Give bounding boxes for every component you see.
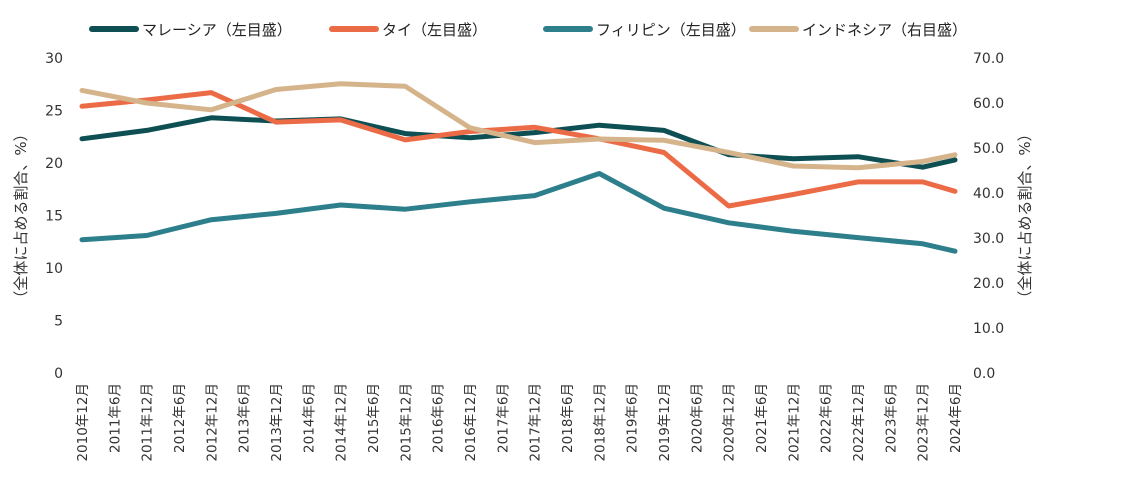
plot-area	[79, 81, 958, 254]
x-tick-label: 2015年12月	[398, 383, 414, 462]
series-line-3	[79, 81, 958, 171]
x-tick-label: 2011年12月	[140, 383, 156, 462]
left-tick-label: 15	[45, 209, 63, 225]
legend-item: インドネシア（右目盛）	[749, 21, 967, 39]
x-tick-label: 2017年12月	[528, 383, 544, 462]
legend-label: フィリピン（左目盛）	[596, 21, 746, 39]
x-tick-label: 2013年12月	[269, 383, 285, 462]
x-tick-label: 2020年6月	[689, 383, 705, 453]
left-tick-label: 25	[45, 104, 63, 120]
x-tick-label: 2011年6月	[107, 383, 123, 453]
right-tick-label: 60.0	[973, 96, 1004, 112]
legend-label: タイ（左目盛）	[382, 21, 487, 39]
legend-label: インドネシア（右目盛）	[802, 21, 967, 39]
left-tick-label: 20	[45, 156, 63, 172]
x-tick-label: 2018年12月	[592, 383, 608, 462]
x-tick-label: 2020年12月	[722, 383, 738, 462]
series-line-0	[79, 115, 958, 170]
x-tick-label: 2023年6月	[883, 383, 899, 453]
x-tick-label: 2024年6月	[948, 383, 964, 453]
x-tick-label: 2023年12月	[916, 383, 932, 462]
x-tick-label: 2014年12月	[334, 383, 350, 462]
right-tick-label: 0.0	[973, 366, 995, 382]
x-tick-label: 2021年6月	[754, 383, 770, 453]
left-axis-title: （全体に占める割合、%）	[12, 126, 30, 305]
x-tick-label: 2012年12月	[204, 383, 220, 462]
right-tick-label: 40.0	[973, 186, 1004, 202]
legend-label: マレーシア（左目盛）	[142, 21, 292, 39]
x-tick-label: 2015年6月	[366, 383, 382, 453]
legend-item: タイ（左目盛）	[329, 21, 487, 39]
x-tick-label: 2019年12月	[657, 383, 673, 462]
x-tick-label: 2014年6月	[301, 383, 317, 453]
series-line-2	[79, 171, 958, 254]
x-tick-label: 2016年12月	[463, 383, 479, 462]
right-axis-title: （全体に占める割合、%）	[1016, 126, 1034, 305]
x-tick-label: 2019年6月	[625, 383, 641, 453]
right-tick-label: 70.0	[973, 51, 1004, 67]
x-axis: 2010年12月 2011年6月 2011年12月 2012年6月 2012年12月 20…	[75, 383, 964, 462]
x-tick-label: 2022年6月	[819, 383, 835, 453]
x-tick-label: 2010年12月	[75, 383, 91, 462]
left-tick-label: 5	[54, 314, 63, 330]
x-tick-label: 2021年12月	[786, 383, 802, 462]
right-y-axis: 0.0 10.0 20.0 30.0 40.0 50.0 60.0 70.0	[973, 51, 1004, 382]
right-tick-label: 30.0	[973, 231, 1004, 247]
left-y-axis: 0 5 10 15 20 25 30	[45, 51, 63, 382]
x-tick-label: 2012年6月	[172, 383, 188, 453]
x-tick-label: 2016年6月	[431, 383, 447, 453]
left-tick-label: 10	[45, 261, 63, 277]
legend-item: マレーシア（左目盛）	[89, 21, 292, 39]
right-tick-label: 50.0	[973, 141, 1004, 157]
left-tick-label: 30	[45, 51, 63, 67]
x-tick-label: 2022年12月	[851, 383, 867, 462]
legend: マレーシア（左目盛） タイ（左目盛） フィリピン（左目盛） インドネシア（右目盛）	[89, 21, 967, 39]
right-tick-label: 10.0	[973, 321, 1004, 337]
right-tick-label: 20.0	[973, 276, 1004, 292]
left-tick-label: 0	[54, 366, 63, 382]
x-tick-label: 2017年6月	[495, 383, 511, 453]
x-tick-label: 2013年6月	[237, 383, 253, 453]
legend-item: フィリピン（左目盛）	[543, 21, 746, 39]
x-tick-label: 2018年6月	[560, 383, 576, 453]
